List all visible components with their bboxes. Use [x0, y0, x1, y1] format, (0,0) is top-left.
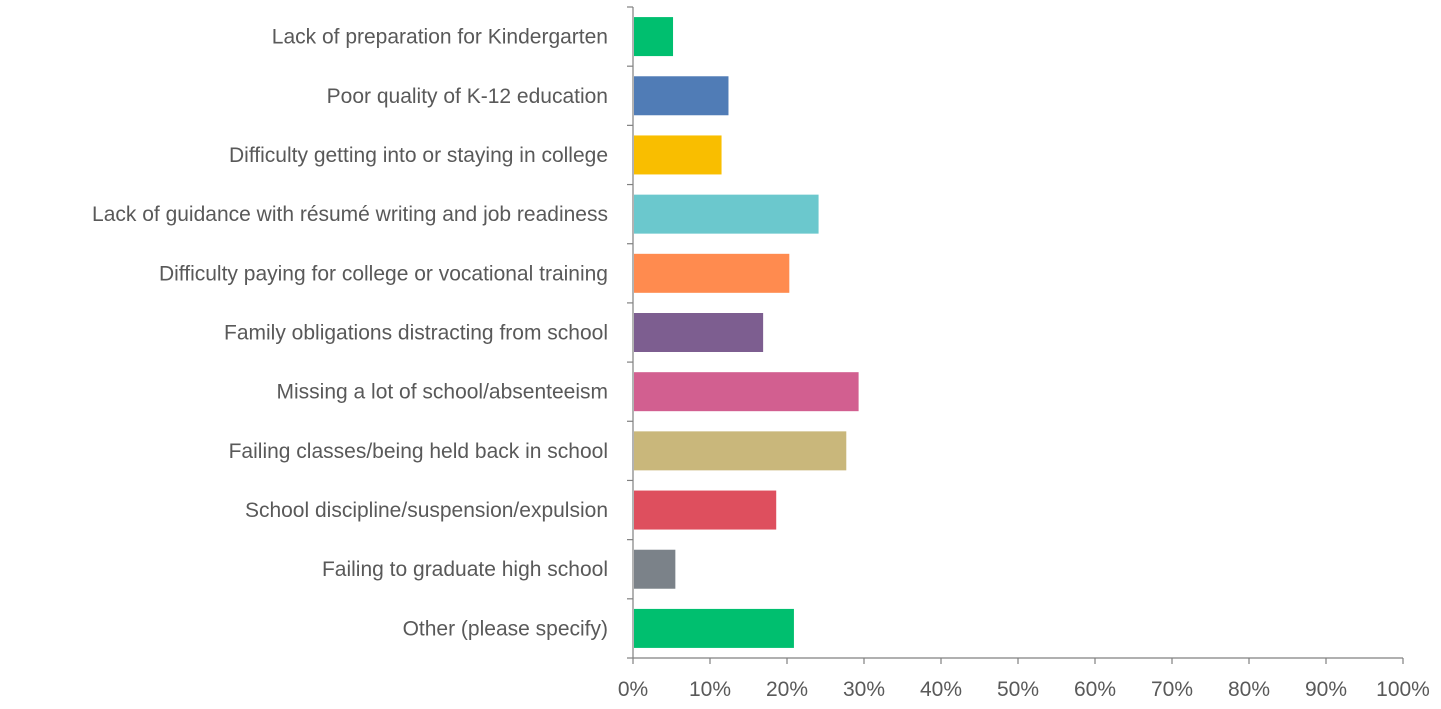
- x-tick-label: 50%: [997, 678, 1039, 701]
- category-label: Difficulty paying for college or vocatio…: [159, 262, 608, 285]
- category-label: School discipline/suspension/expulsion: [245, 499, 608, 522]
- x-tick-label: 40%: [920, 678, 962, 701]
- bar: [634, 608, 794, 648]
- x-tick-label: 10%: [689, 678, 731, 701]
- x-tick-label: 20%: [766, 678, 808, 701]
- category-labels: Lack of preparation for Kindergarten Poor…: [92, 26, 608, 641]
- category-label: Lack of preparation for Kindergarten: [272, 26, 608, 49]
- bar: [634, 490, 777, 530]
- x-tick-label: 100%: [1376, 678, 1430, 701]
- x-tick-label: 70%: [1151, 678, 1193, 701]
- category-label: Poor quality of K-12 education: [327, 85, 608, 108]
- x-tick-label: 60%: [1074, 678, 1116, 701]
- bars-layer: [634, 17, 859, 648]
- category-label: Missing a lot of school/absenteeism: [277, 381, 609, 404]
- category-label: Failing to graduate high school: [322, 558, 608, 581]
- bar: [634, 372, 859, 412]
- category-label: Difficulty getting into or staying in co…: [229, 144, 608, 167]
- category-label: Lack of guidance with résumé writing and…: [92, 203, 608, 226]
- bar: [634, 194, 819, 234]
- x-tick-label: 0%: [618, 678, 648, 701]
- category-label: Family obligations distracting from scho…: [224, 322, 608, 345]
- bar: [634, 253, 790, 293]
- x-tick-labels: 0% 10% 20% 30% 40% 50% 60% 70% 80% 90% 100%: [618, 678, 1430, 701]
- bar: [634, 17, 674, 57]
- category-label: Failing classes/being held back in schoo…: [229, 440, 608, 463]
- bar: [634, 313, 764, 352]
- bar: [634, 431, 847, 471]
- x-tick-label: 30%: [843, 678, 885, 701]
- bar: [634, 549, 676, 589]
- x-tick-label: 90%: [1305, 678, 1347, 701]
- bar: [634, 135, 722, 175]
- x-tick-label: 80%: [1228, 678, 1270, 701]
- bar: [634, 76, 729, 116]
- category-label: Other (please specify): [403, 617, 608, 640]
- axes: [627, 6, 1404, 664]
